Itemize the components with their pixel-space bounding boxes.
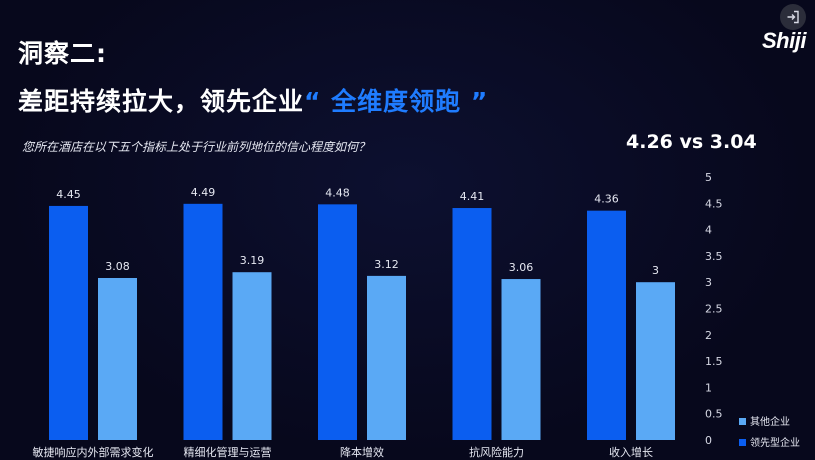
bar-leading bbox=[452, 208, 492, 440]
data-label: 3 bbox=[652, 264, 659, 277]
x-tick-label: 精细化管理与运营 bbox=[184, 445, 272, 459]
data-label: 3.08 bbox=[105, 260, 130, 273]
y-tick-label: 4.5 bbox=[705, 197, 723, 210]
bar-others bbox=[636, 282, 675, 440]
x-tick-label: 抗风险能力 bbox=[469, 445, 524, 459]
y-tick-label: 3.5 bbox=[705, 250, 723, 263]
data-label: 3.19 bbox=[240, 254, 265, 267]
data-label: 4.36 bbox=[594, 193, 619, 206]
data-label: 4.45 bbox=[56, 188, 81, 201]
bar-others bbox=[232, 272, 272, 440]
x-tick-label: 降本增效 bbox=[340, 445, 384, 459]
data-label: 3.06 bbox=[509, 261, 534, 274]
y-tick-label: 5 bbox=[705, 171, 712, 184]
bar-leading bbox=[587, 210, 626, 440]
y-tick-label: 1.5 bbox=[705, 355, 723, 368]
subtitle-text: 差距持续拉大，领先企业 bbox=[18, 87, 305, 116]
x-tick-label: 收入增长 bbox=[609, 445, 653, 459]
data-label: 4.48 bbox=[325, 186, 350, 199]
data-label: 4.41 bbox=[460, 190, 485, 203]
y-tick-label: 0.5 bbox=[705, 408, 723, 421]
bar-others bbox=[501, 279, 541, 440]
data-label: 4.49 bbox=[191, 186, 216, 199]
y-tick-label: 4 bbox=[705, 224, 712, 237]
legend-label: 其他企业 bbox=[750, 415, 790, 428]
comparison-score: 4.26 vs 3.04 bbox=[626, 131, 757, 153]
y-tick-label: 3 bbox=[705, 276, 712, 289]
exit-icon bbox=[787, 10, 799, 24]
slide-subtitle: 差距持续拉大，领先企业“ 全维度领跑 ” bbox=[18, 82, 488, 118]
shiji-logo: Shiji bbox=[762, 28, 806, 53]
survey-question: 您所在酒店在以下五个指标上处于行业前列地位的信心程度如何？ bbox=[22, 140, 371, 154]
legend-swatch-leading bbox=[739, 439, 746, 446]
bar-leading bbox=[318, 204, 357, 440]
y-tick-label: 2 bbox=[705, 329, 712, 342]
legend-swatch-others bbox=[739, 418, 746, 425]
bar-leading bbox=[183, 203, 223, 440]
subtitle-highlight: “ 全维度领跑 ” bbox=[304, 87, 489, 116]
y-tick-label: 1 bbox=[705, 381, 712, 394]
exit-fullscreen-button[interactable] bbox=[780, 4, 806, 30]
bar-leading bbox=[49, 205, 88, 440]
legend-label: 领先型企业 bbox=[750, 436, 800, 449]
bar-others bbox=[367, 275, 406, 440]
y-tick-label: 2.5 bbox=[705, 303, 723, 316]
x-tick-label: 敏捷响应内外部需求变化 bbox=[33, 445, 154, 459]
data-label: 3.12 bbox=[374, 258, 399, 271]
y-tick-label: 0 bbox=[705, 434, 712, 447]
slide-title: 洞察二: bbox=[18, 39, 107, 68]
bar-others bbox=[98, 277, 137, 440]
